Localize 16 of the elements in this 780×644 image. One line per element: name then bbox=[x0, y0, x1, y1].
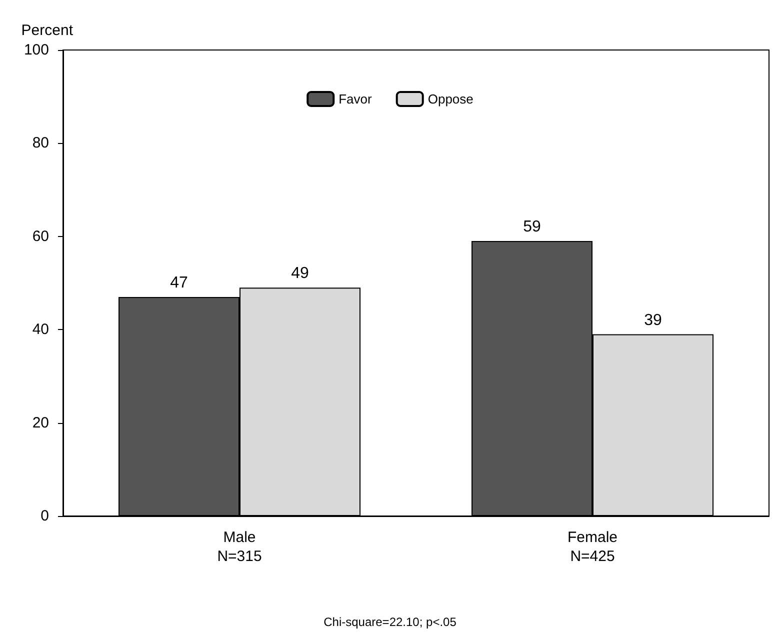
y-tick-label: 0 bbox=[40, 508, 49, 524]
legend-label: Oppose bbox=[428, 92, 474, 106]
y-tick-label: 40 bbox=[32, 321, 49, 338]
data-label: 39 bbox=[644, 312, 662, 329]
y-tick-label: 100 bbox=[24, 42, 49, 58]
text: Chi-square=22.10; p<.05 bbox=[324, 615, 457, 629]
x-tick-label: Male N=315 bbox=[217, 529, 262, 565]
data-label: 47 bbox=[170, 274, 188, 292]
y-axis-title: Percent bbox=[21, 22, 74, 39]
y-tick-label: 20 bbox=[32, 414, 49, 432]
legend-label: Favor bbox=[338, 92, 373, 106]
y-tick-label: 60 bbox=[32, 228, 49, 245]
data-label: 49 bbox=[291, 265, 309, 282]
x-tick-label: Female N=425 bbox=[567, 529, 618, 565]
y-tick-label: 80 bbox=[32, 134, 49, 152]
data-label: 59 bbox=[523, 218, 541, 236]
